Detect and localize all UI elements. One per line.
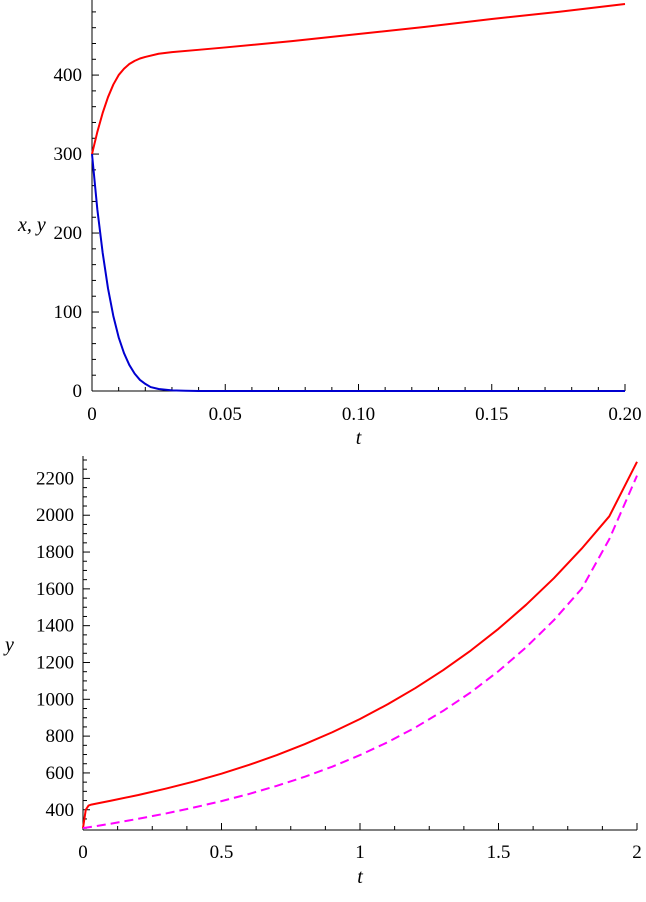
y-axis-label: y [3, 634, 14, 656]
y-tick-label: 2200 [36, 468, 74, 489]
y-tick-label: 300 [54, 144, 83, 165]
series-line-1 [82, 461, 638, 829]
y-tick-label: 1000 [36, 689, 74, 710]
y-tick-label: 1200 [36, 652, 74, 673]
series-line-2 [82, 475, 638, 830]
x-tick-label: 2 [632, 842, 642, 863]
y-tick-label: 600 [46, 763, 75, 784]
chart-1: 0 0.05 0.10 0.15 0.20 0 100 200 300 400 t x, y [17, 0, 642, 449]
x-tick-label: 0 [78, 842, 88, 863]
y-tick-label: 400 [54, 65, 83, 86]
y-tick-label: 1800 [36, 542, 74, 563]
y-tick-label: 200 [54, 223, 83, 244]
series-line-1 [91, 3, 626, 155]
x-tick-label: 1 [355, 842, 365, 863]
y-tick-label: 400 [46, 800, 75, 821]
x-axis-label: t [356, 427, 362, 449]
series-line-2 [91, 153, 625, 392]
x-tick-label: 0.5 [210, 842, 234, 863]
x-tick-label: 1.5 [487, 842, 511, 863]
x-axis-label: t [357, 866, 363, 888]
y-tick-label: 1600 [36, 579, 74, 600]
x-tick-label: 0.05 [209, 404, 242, 425]
x-tick-label: 0.20 [608, 404, 641, 425]
y-tick-label: 1400 [36, 616, 74, 637]
x-tick-label: 0.10 [342, 404, 375, 425]
y-tick-label: 100 [54, 302, 83, 323]
x-tick-label: 0.15 [475, 404, 508, 425]
y-axis-label: x, y [17, 214, 46, 236]
y-tick-label: 2000 [36, 505, 74, 526]
y-tick-label: 800 [46, 726, 75, 747]
y-tick-label: 0 [73, 381, 83, 402]
x-tick-label: 0 [87, 404, 97, 425]
chart-2: 0 0.5 1 1.5 2 400 600 800 1000 1200 1400 1600 1800 20… [3, 456, 642, 888]
